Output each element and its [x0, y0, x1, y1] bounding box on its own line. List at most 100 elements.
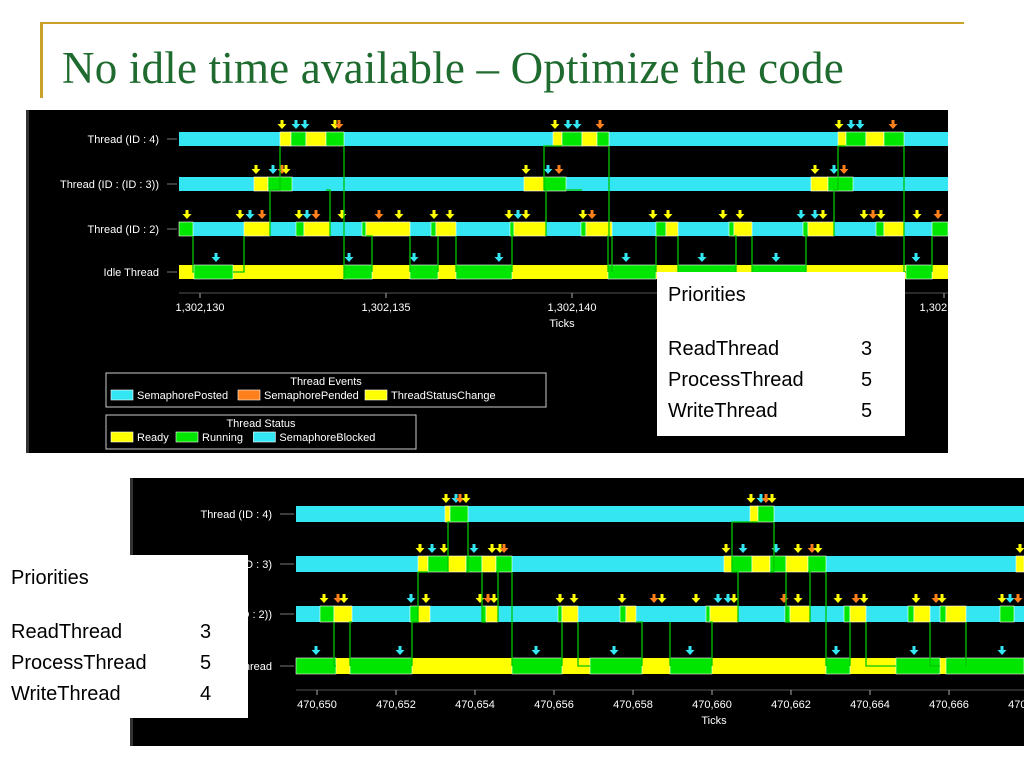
- event-arrow-icon: [831, 646, 841, 655]
- context-switch-line: [805, 235, 808, 272]
- row-2-state-segment: [295, 221, 305, 237]
- event-arrow-icon: [909, 646, 919, 655]
- row-2-state-segment: [365, 221, 411, 237]
- event-arrow-icon: [337, 210, 347, 219]
- x-axis-title: Ticks: [549, 318, 575, 330]
- row-2-state-segment: [789, 605, 811, 623]
- event-arrow-icon: [855, 120, 865, 129]
- event-arrow-icon: [771, 253, 781, 262]
- context-switch-line: [607, 146, 610, 272]
- row-2-state-segment: [619, 605, 627, 623]
- event-arrow-icon: [738, 544, 748, 553]
- x-tick-label: 1,302,150: [920, 302, 948, 314]
- event-arrow-icon: [334, 120, 344, 129]
- row-2-state-segment: [430, 221, 437, 237]
- x-tick-label: 470,664: [850, 699, 890, 711]
- row-1-state-segment: [523, 176, 545, 192]
- x-tick-label: 470,660: [692, 699, 732, 711]
- priorities-heading: Priorities: [11, 567, 89, 589]
- legend-item-label: SemaphorePosted: [137, 390, 228, 402]
- event-arrow-icon: [810, 210, 820, 219]
- event-arrow-icon: [344, 253, 354, 262]
- row-2-state-segment: [513, 221, 547, 237]
- event-arrow-icon: [595, 120, 605, 129]
- x-tick-label: 470,652: [376, 699, 416, 711]
- x-tick-label: 1,302,130: [176, 302, 225, 314]
- event-arrow-icon: [461, 494, 471, 503]
- row-0-state-segment: [305, 131, 327, 147]
- row-2-state-segment: [585, 221, 613, 237]
- event-arrow-icon: [649, 594, 659, 603]
- row-1-state-segment: [543, 176, 567, 192]
- event-arrow-icon: [997, 646, 1007, 655]
- event-arrow-icon: [868, 210, 878, 219]
- row-2-state-segment: [849, 605, 867, 623]
- event-arrow-icon: [409, 253, 419, 262]
- title-accent-horizontal-rule: [40, 22, 964, 24]
- event-arrow-icon: [439, 544, 449, 553]
- legend-item-label: SemaphoreBlocked: [279, 432, 375, 444]
- row-2-state-segment: [333, 605, 353, 623]
- priority-row-write: WriteThread 5: [668, 398, 905, 429]
- bottom-thread-timeline-screenshot: Thread (ID : 4)Thread (ID : 3)Thread (ID…: [130, 478, 1024, 746]
- row-label: Thread (ID : (ID : 3)): [60, 179, 159, 191]
- priority-value: 5: [200, 652, 212, 674]
- event-arrow-icon: [311, 210, 321, 219]
- row-0-state-segment: [325, 131, 345, 147]
- context-switch-line: [731, 521, 758, 622]
- priority-row-write: WriteThread 4: [11, 681, 248, 712]
- event-arrow-icon: [761, 494, 771, 503]
- event-arrow-icon: [489, 594, 499, 603]
- row-2-state-segment: [243, 221, 271, 237]
- event-arrow-icon: [499, 544, 509, 553]
- row-3-state-segment: [945, 657, 1024, 675]
- event-arrow-icon: [211, 253, 221, 262]
- event-arrow-icon: [182, 210, 192, 219]
- context-switch-line: [447, 521, 450, 572]
- event-arrow-icon: [429, 210, 439, 219]
- context-switch-line: [543, 145, 562, 236]
- event-arrow-icon: [455, 494, 465, 503]
- event-arrow-icon: [563, 120, 573, 129]
- context-switch-line: [366, 235, 373, 272]
- row-3-state-segment: [409, 264, 439, 280]
- row-3-state-segment: [905, 264, 933, 280]
- event-arrow-icon: [569, 594, 579, 603]
- row-2-state-segment: [945, 605, 967, 623]
- row-0-state-segment: [581, 131, 598, 147]
- event-arrow-icon: [713, 594, 723, 603]
- event-arrow-icon: [302, 210, 312, 219]
- event-arrow-icon: [937, 594, 947, 603]
- event-arrow-icon: [550, 120, 560, 129]
- context-switch-line: [903, 146, 906, 273]
- x-tick-label: 1,302,135: [362, 302, 411, 314]
- event-arrow-icon: [487, 544, 497, 553]
- event-arrow-icon: [395, 646, 405, 655]
- x-tick-label: 1,302,140: [548, 302, 597, 314]
- legend-title: Thread Status: [226, 418, 296, 430]
- row-2-state-segment: [931, 221, 948, 237]
- row-2-state-segment: [625, 605, 637, 623]
- event-arrow-icon: [621, 253, 631, 262]
- event-arrow-icon: [735, 210, 745, 219]
- legend-item-label: ThreadStatusChange: [391, 390, 496, 402]
- row-1-state-segment: [427, 555, 449, 573]
- event-arrow-icon: [723, 594, 733, 603]
- row-3-state-segment: [825, 657, 851, 675]
- row-label: Thread (ID : 4): [200, 509, 272, 521]
- row-label: Thread (ID : 2): [87, 224, 159, 236]
- event-arrow-icon: [1005, 594, 1015, 603]
- row-2-state-segment: [728, 221, 735, 237]
- row-1-state-segment: [447, 555, 467, 573]
- context-switch-line: [808, 571, 811, 622]
- context-switch-line: [333, 622, 336, 667]
- event-arrow-icon: [718, 210, 728, 219]
- context-switch-line: [192, 236, 194, 273]
- row-2-state-segment: [580, 221, 587, 237]
- event-arrow-icon: [513, 210, 523, 219]
- x-tick-label: 470,650: [297, 699, 337, 711]
- legend-item-label: Running: [202, 432, 243, 444]
- event-arrow-icon: [888, 120, 898, 129]
- row-0-state-segment: [883, 131, 905, 147]
- row-2-state-segment: [875, 221, 885, 237]
